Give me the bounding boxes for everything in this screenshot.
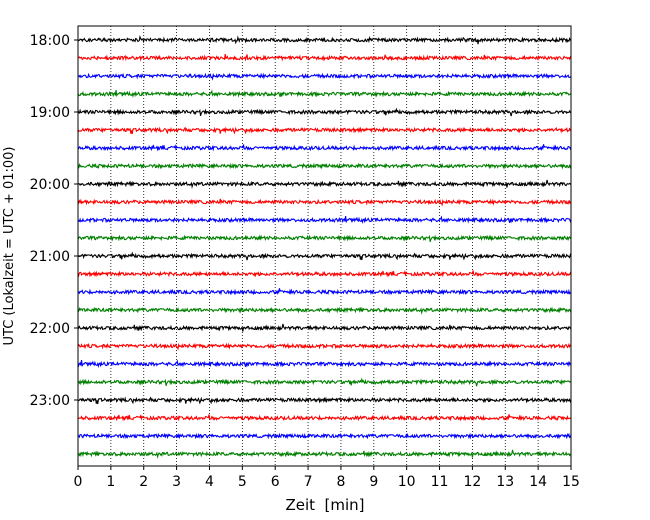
trace-line [77, 162, 572, 170]
y-tick-label: 21:00 [30, 249, 70, 265]
trace-line [77, 251, 572, 261]
x-tick-label: 1 [106, 474, 115, 490]
x-tick-label: 10 [398, 474, 416, 490]
y-tick-label: 18:00 [30, 33, 70, 49]
trace-line [77, 107, 572, 117]
y-tick-label: 23:00 [30, 393, 70, 409]
trace-line [77, 377, 572, 387]
x-tick-label: 4 [205, 474, 214, 490]
trace-line [77, 72, 572, 81]
trace-line [77, 323, 572, 332]
trace-series [77, 35, 572, 459]
x-tick-label: 11 [431, 474, 449, 490]
trace-line [77, 432, 572, 440]
y-axis-ticks: 18:00 19:00 20:00 21:00 22:00 23:00 [30, 33, 78, 409]
x-axis-ticks: 0 1 2 3 4 5 6 7 8 9 10 11 12 13 14 15 [74, 466, 580, 490]
y-tick-label: 22:00 [30, 321, 70, 337]
trace-line [77, 306, 572, 315]
x-tick-label: 15 [562, 474, 580, 490]
trace-line [77, 396, 572, 405]
y-tick-label: 20:00 [30, 177, 70, 193]
grid-lines [110, 26, 539, 466]
trace-line [77, 234, 572, 242]
trace-line [77, 89, 572, 98]
trace-line [77, 449, 572, 459]
trace-line [77, 179, 572, 189]
x-tick-label: 0 [74, 474, 83, 490]
trace-line [77, 288, 572, 296]
trace-line [77, 342, 572, 351]
x-tick-label: 7 [304, 474, 313, 490]
x-axis-label: Zeit [min] [285, 496, 364, 514]
trace-line [77, 54, 572, 62]
x-tick-label: 8 [336, 474, 345, 490]
x-tick-label: 5 [238, 474, 247, 490]
x-tick-label: 3 [172, 474, 181, 490]
trace-line [77, 35, 572, 45]
trace-line [77, 359, 572, 368]
trace-line [77, 126, 572, 135]
x-tick-label: 12 [463, 474, 481, 490]
trace-line [77, 144, 572, 152]
trace-line [77, 414, 572, 422]
y-tick-label: 19:00 [30, 105, 70, 121]
y-axis-label: UTC (Lokalzeit = UTC + 01:00) [2, 147, 17, 346]
x-tick-label: 2 [139, 474, 148, 490]
trace-line [77, 215, 572, 224]
trace-line [77, 198, 572, 207]
x-tick-label: 9 [369, 474, 378, 490]
x-tick-label: 6 [271, 474, 280, 490]
x-tick-label: 14 [529, 474, 547, 490]
trace-line [77, 270, 572, 278]
x-tick-label: 13 [496, 474, 514, 490]
plot-frame [77, 25, 572, 467]
